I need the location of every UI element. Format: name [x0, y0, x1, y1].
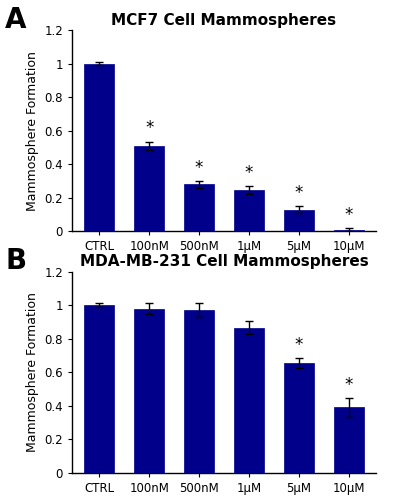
- Bar: [184, 310, 214, 473]
- Bar: [134, 146, 164, 231]
- Bar: [134, 308, 164, 473]
- Bar: [334, 230, 364, 231]
- Title: MCF7 Cell Mammospheres: MCF7 Cell Mammospheres: [112, 13, 336, 28]
- Text: *: *: [294, 336, 303, 354]
- Bar: [284, 363, 314, 473]
- Bar: [334, 407, 364, 473]
- Text: *: *: [145, 120, 154, 137]
- Text: *: *: [245, 164, 253, 182]
- Text: A: A: [5, 6, 27, 34]
- Bar: [84, 64, 114, 231]
- Y-axis label: Mammosphere Formation: Mammosphere Formation: [26, 51, 39, 211]
- Bar: [284, 210, 314, 231]
- Bar: [234, 328, 264, 473]
- Text: *: *: [344, 376, 353, 394]
- Y-axis label: Mammosphere Formation: Mammosphere Formation: [26, 292, 39, 452]
- Bar: [234, 190, 264, 231]
- Title: MDA-MB-231 Cell Mammospheres: MDA-MB-231 Cell Mammospheres: [80, 254, 368, 269]
- Bar: [184, 185, 214, 231]
- Text: *: *: [294, 184, 303, 202]
- Text: *: *: [195, 159, 203, 177]
- Text: B: B: [5, 247, 26, 276]
- Bar: [84, 305, 114, 473]
- Text: *: *: [344, 206, 353, 224]
